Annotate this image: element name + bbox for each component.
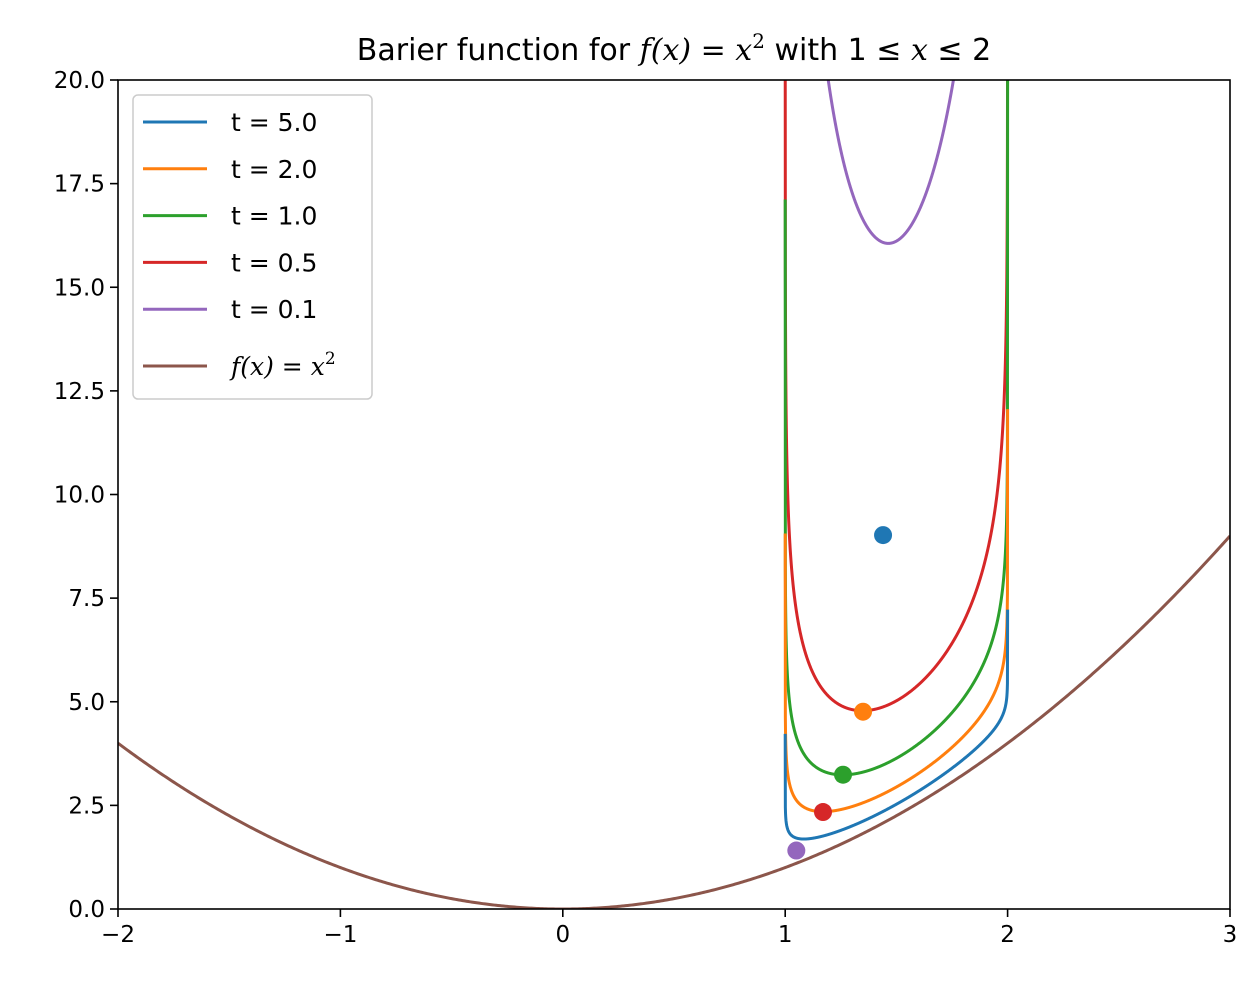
- series-line-4: [826, 80, 955, 245]
- series-line-3: [783, 80, 1010, 713]
- series-layer: [118, 80, 1230, 909]
- y-tick-label-0: 0.0: [68, 897, 105, 923]
- legend-label-base: f(x) = x2: [229, 349, 336, 381]
- legend: t = 5.0 t = 2.0 t = 1.0 t = 0.5 t = 0.1 f(x)…: [132, 94, 373, 400]
- axes: −2 −1 0 1 2 3 0.0 2.5 5.0 7.5 10.0 12.5 15.0 17.5 20.0: [54, 68, 1238, 948]
- legend-entries: t = 5.0 t = 2.0 t = 1.0 t = 0.5 t = 0.1: [143, 108, 317, 324]
- x-tick-label-5: 3: [1223, 922, 1238, 948]
- x-tick-label-3: 1: [778, 922, 793, 948]
- legend-label-4: t = 0.1: [231, 295, 317, 324]
- legend-label-1: t = 2.0: [231, 155, 317, 184]
- series-line-0: [783, 609, 1010, 841]
- legend-label-0: t = 5.0: [231, 108, 317, 137]
- y-tick-label-6: 15.0: [54, 275, 105, 301]
- y-tick-label-8: 20.0: [54, 68, 105, 94]
- y-tick-label-1: 2.5: [68, 793, 105, 819]
- y-tick-label-7: 17.5: [54, 172, 105, 198]
- x-tick-label-1: −1: [323, 922, 357, 948]
- minimum-point-4: [787, 841, 806, 860]
- y-tick-label-5: 12.5: [54, 379, 105, 405]
- minimum-point-3: [814, 803, 833, 822]
- minimum-point-1: [854, 702, 873, 721]
- x-tick-label-2: 0: [555, 922, 570, 948]
- series-line-base: [118, 534, 1230, 909]
- chart-title: Barier function for f(x) = x2 with 1 ≤ x…: [357, 29, 991, 68]
- y-tick-label-3: 7.5: [68, 586, 105, 612]
- x-tick-label-4: 2: [1000, 922, 1015, 948]
- legend-box: [132, 94, 373, 400]
- legend-label-2: t = 1.0: [231, 202, 317, 231]
- minimum-markers: [787, 526, 893, 860]
- minimum-point-2: [834, 765, 853, 784]
- minimum-point-0: [874, 526, 893, 545]
- series-line-2: [783, 80, 1010, 777]
- x-tick-label-0: −2: [101, 922, 135, 948]
- y-tick-label-4: 10.0: [54, 483, 105, 509]
- legend-label-3: t = 0.5: [231, 248, 317, 277]
- y-tick-label-2: 5.0: [68, 690, 105, 716]
